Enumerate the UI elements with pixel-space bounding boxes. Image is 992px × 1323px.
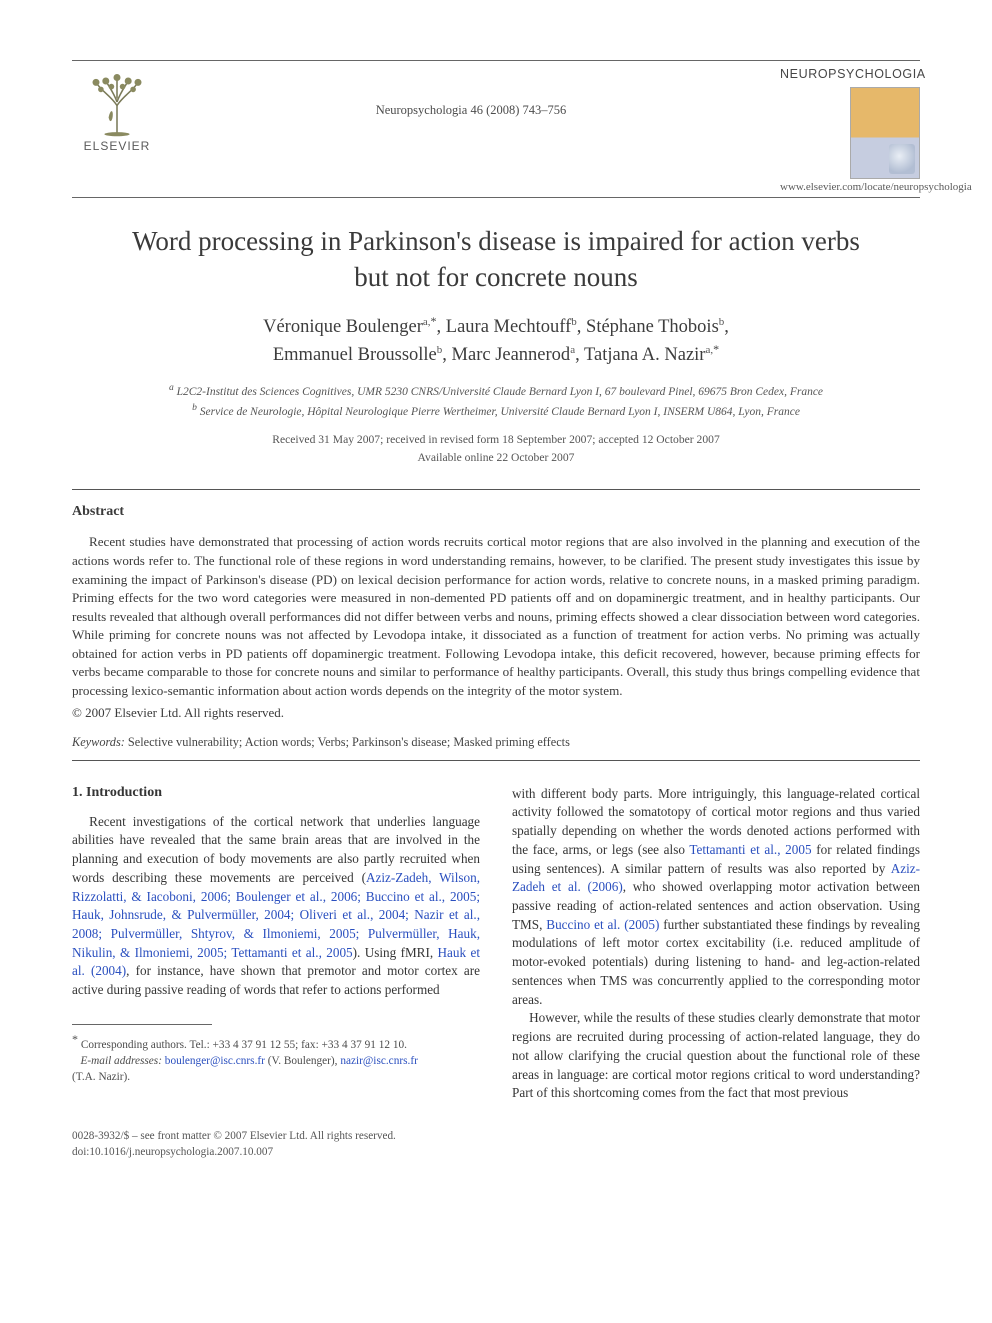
author-4-aff: b <box>437 344 443 356</box>
keywords-line: Keywords: Selective vulnerability; Actio… <box>72 735 920 750</box>
footnote-tel-fax: Corresponding authors. Tel.: +33 4 37 91… <box>81 1039 407 1051</box>
corresponding-footnote: * Corresponding authors. Tel.: +33 4 37 … <box>72 1031 480 1086</box>
intro-text-3: , for instance, have shown that premotor… <box>72 963 480 997</box>
header-center: Neuropsychologia 46 (2008) 743–756 <box>162 67 780 118</box>
footnote-line-2: E-mail addresses: boulenger@isc.cnrs.fr … <box>72 1053 480 1069</box>
footnote-rule <box>72 1024 212 1025</box>
page: ELSEVIER Neuropsychologia 46 (2008) 743–… <box>0 0 992 1200</box>
author-6-corr-star: * <box>713 342 719 356</box>
article-title: Word processing in Parkinson's disease i… <box>112 224 880 295</box>
author-5: Marc Jeannerod <box>452 345 571 365</box>
author-3-aff: b <box>719 316 725 328</box>
keywords-list: Selective vulnerability; Action words; V… <box>128 735 570 749</box>
author-1-aff: a, <box>423 316 431 328</box>
intro-citation-tettamanti[interactable]: Tettamanti et al., 2005 <box>689 842 811 857</box>
top-rule <box>72 60 920 61</box>
header-bottom-rule <box>72 197 920 198</box>
abstract-heading: Abstract <box>72 504 920 520</box>
intro-para-2: However, while the results of these stud… <box>512 1009 920 1103</box>
intro-text-2: ). Using fMRI, <box>353 945 438 960</box>
author-2-aff: b <box>571 316 577 328</box>
footnote-email-label: E-mail addresses: <box>80 1055 161 1067</box>
page-footer: 0028-3932/$ – see front matter © 2007 El… <box>72 1129 920 1160</box>
affiliation-a: a L2C2-Institut des Sciences Cognitives,… <box>72 381 920 401</box>
intro-para-1-cont: with different body parts. More intrigui… <box>512 785 920 1010</box>
author-6-aff: a, <box>705 344 713 356</box>
abstract-copyright: © 2007 Elsevier Ltd. All rights reserved… <box>72 705 920 721</box>
footnote-line-1: * Corresponding authors. Tel.: +33 4 37 … <box>72 1031 480 1053</box>
journal-url: www.elsevier.com/locate/neuropsychologia <box>780 181 920 193</box>
affiliations: a L2C2-Institut des Sciences Cognitives,… <box>72 381 920 421</box>
affiliation-b: b Service de Neurologie, Hôpital Neurolo… <box>72 401 920 421</box>
footer-front-matter: 0028-3932/$ – see front matter © 2007 El… <box>72 1129 920 1145</box>
intro-citation-buccino[interactable]: Buccino et al. (2005) <box>546 917 659 932</box>
keywords-label: Keywords: <box>72 735 125 749</box>
publisher-logo: ELSEVIER <box>72 67 162 153</box>
dates-received-line: Received 31 May 2007; received in revise… <box>72 431 920 449</box>
author-4: Emmanuel Broussolle <box>273 345 437 365</box>
footer-doi: doi:10.1016/j.neuropsychologia.2007.10.0… <box>72 1145 920 1161</box>
affiliation-a-text: L2C2-Institut des Sciences Cognitives, U… <box>177 386 823 398</box>
article-dates: Received 31 May 2007; received in revise… <box>72 431 920 467</box>
abstract-top-rule <box>72 489 920 490</box>
footnote-email-2[interactable]: nazir@isc.cnrs.fr <box>340 1055 418 1067</box>
footnote-line-3: (T.A. Nazir). <box>72 1069 480 1085</box>
affiliation-b-text: Service de Neurologie, Hôpital Neurologi… <box>200 406 800 418</box>
header-right: NEUROPSYCHOLOGIA www.elsevier.com/locate… <box>780 67 920 193</box>
journal-cover-thumbnail <box>850 87 920 179</box>
author-1: Véronique Boulenger <box>263 317 423 337</box>
header-row: ELSEVIER Neuropsychologia 46 (2008) 743–… <box>72 67 920 193</box>
abstract-body: Recent studies have demonstrated that pr… <box>72 533 920 700</box>
author-5-aff: a <box>570 344 575 356</box>
author-2: Laura Mechtouff <box>446 317 572 337</box>
author-1-corr-star: * <box>431 314 437 328</box>
author-6: Tatjana A. Nazir <box>584 345 705 365</box>
author-3: Stéphane Thobois <box>586 317 719 337</box>
left-column: 1. Introduction Recent investigations of… <box>72 785 480 1103</box>
elsevier-tree-icon <box>82 67 152 137</box>
authors-line: Véronique Boulengera,*, Laura Mechtouffb… <box>72 313 920 369</box>
body-two-column: 1. Introduction Recent investigations of… <box>72 785 920 1103</box>
dates-online-line: Available online 22 October 2007 <box>72 449 920 467</box>
journal-reference: Neuropsychologia 46 (2008) 743–756 <box>162 103 780 118</box>
journal-name: NEUROPSYCHOLOGIA <box>780 67 920 81</box>
publisher-name: ELSEVIER <box>84 139 151 153</box>
intro-para-1: Recent investigations of the cortical ne… <box>72 813 480 1000</box>
right-column: with different body parts. More intrigui… <box>512 785 920 1103</box>
abstract-bottom-rule <box>72 760 920 761</box>
section-1-heading: 1. Introduction <box>72 785 480 801</box>
footnote-email-1[interactable]: boulenger@isc.cnrs.fr <box>165 1055 265 1067</box>
footnote-email-1-who: (V. Boulenger), <box>265 1055 340 1067</box>
